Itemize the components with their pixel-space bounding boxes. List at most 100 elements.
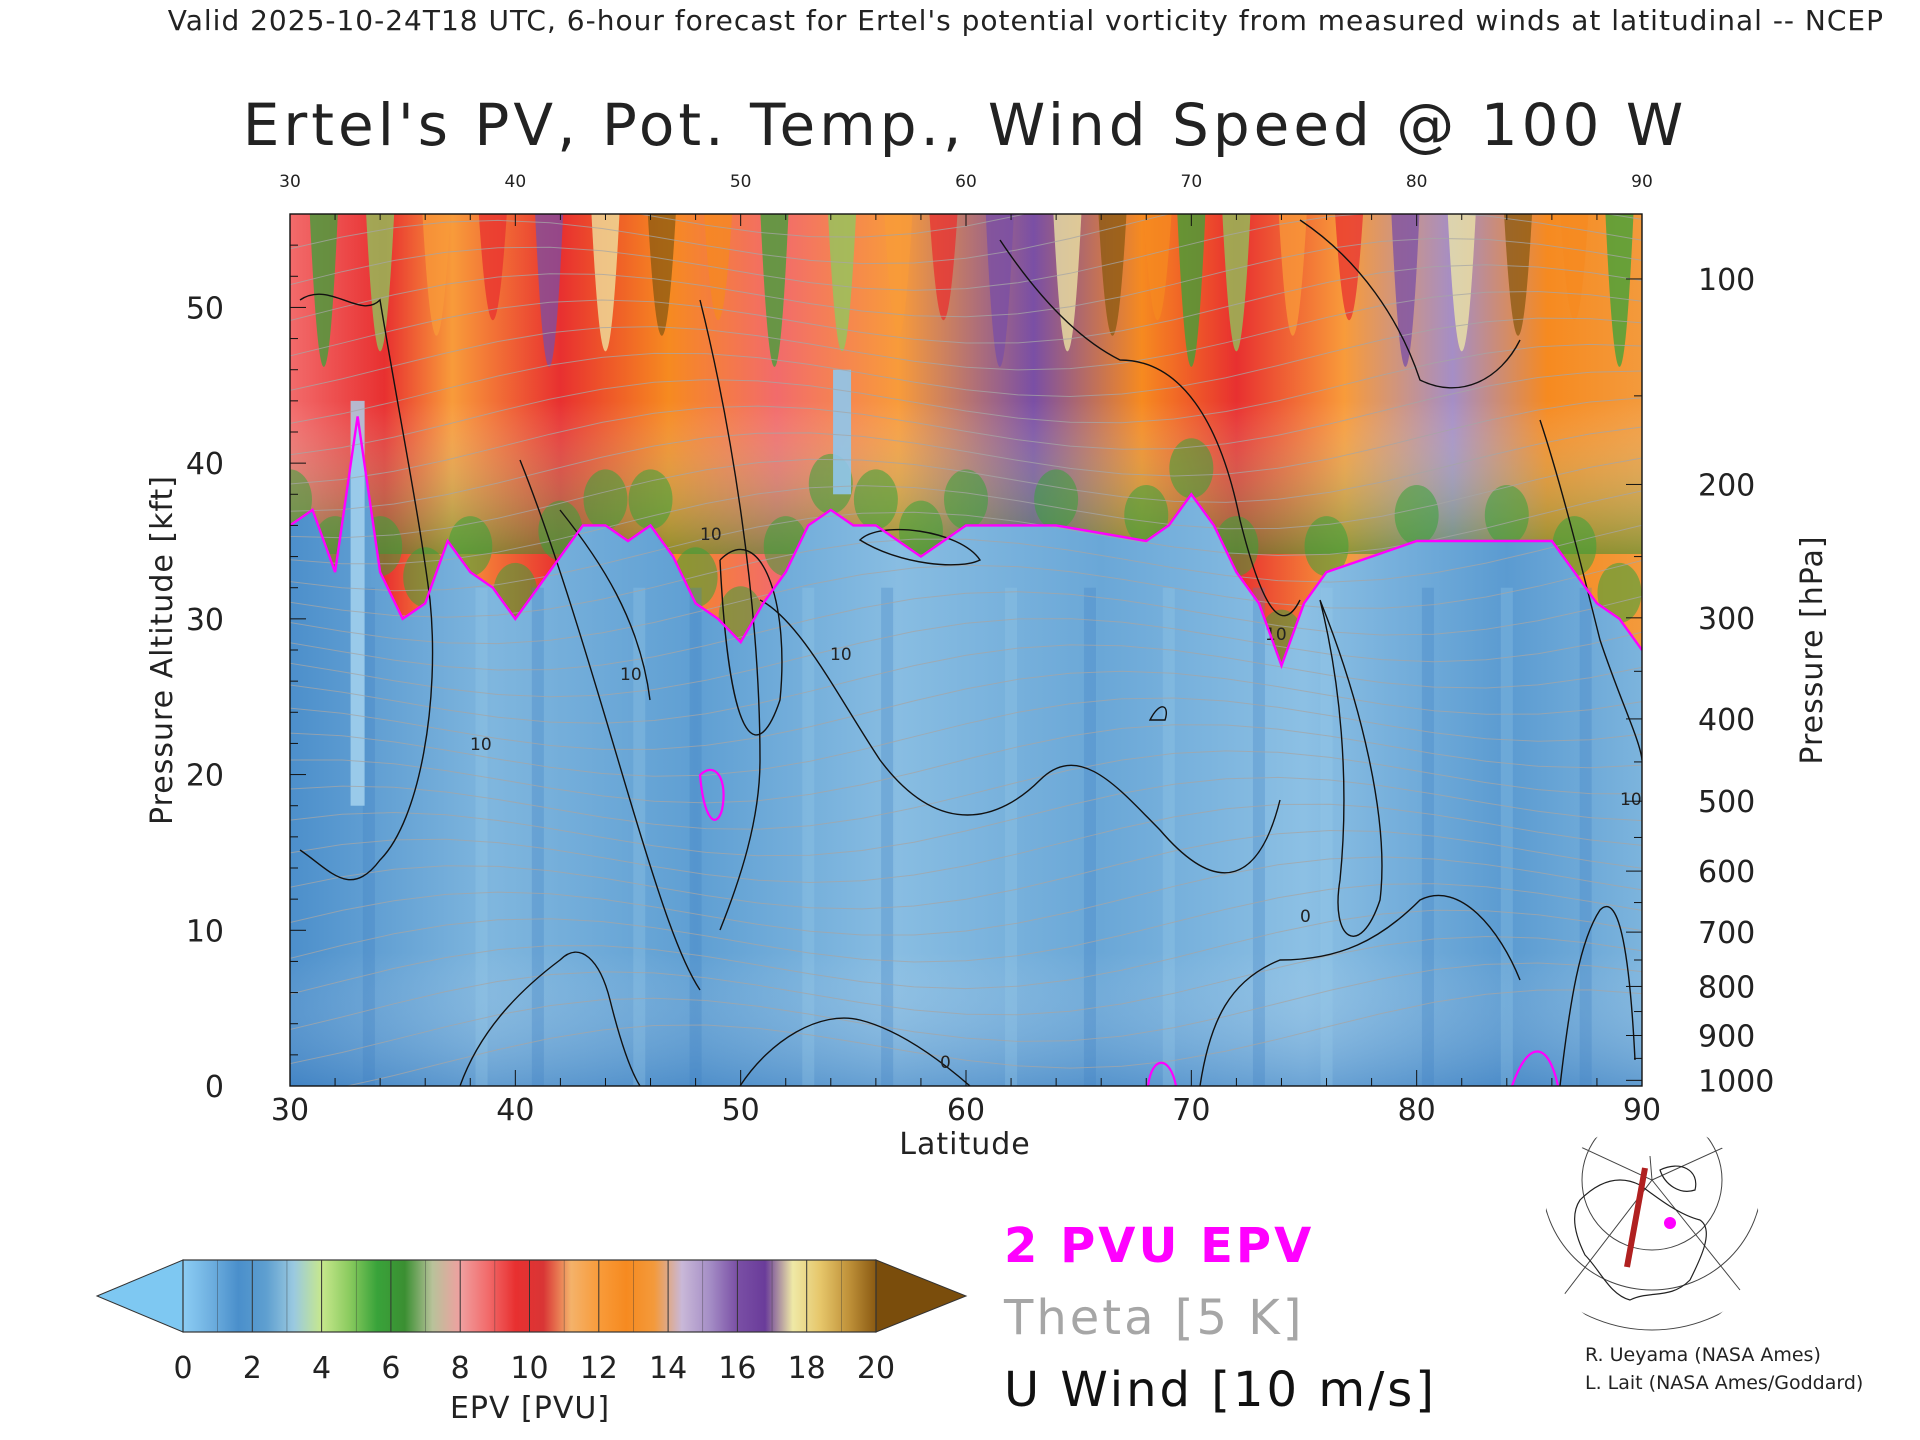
colorbar-over-triangle bbox=[875, 1259, 968, 1333]
colorbar-under-triangle bbox=[95, 1259, 184, 1333]
pressure-tick-label: 100 bbox=[1698, 263, 1755, 298]
epv-streak bbox=[1605, 214, 1634, 367]
contour-labels: 10 10 10 10 10 10 0 0 bbox=[470, 525, 1642, 1073]
x-tick-label: 40 bbox=[496, 1093, 534, 1128]
pressure-tick-label: 400 bbox=[1698, 703, 1755, 738]
wind-contour bbox=[299, 293, 434, 881]
tropo-streak bbox=[689, 587, 702, 1086]
tropo-streak bbox=[1162, 587, 1175, 1086]
epv-streak bbox=[828, 214, 857, 352]
theta-line bbox=[290, 856, 1642, 950]
epv-streak bbox=[422, 214, 451, 336]
pressure-tick-label: 900 bbox=[1698, 1020, 1755, 1055]
theta-line bbox=[290, 591, 1642, 671]
theta-line bbox=[345, 989, 1642, 1086]
x-axis-label: Latitude bbox=[899, 1127, 1030, 1162]
colorbar-tick-label: 2 bbox=[243, 1351, 262, 1386]
theta-line bbox=[290, 397, 1642, 512]
wind-contour bbox=[739, 1017, 971, 1086]
x-top-tick-label: 40 bbox=[505, 172, 527, 192]
epv-green-band bbox=[1304, 516, 1349, 577]
colorbar-frame bbox=[182, 1259, 877, 1333]
epv-streak bbox=[760, 214, 789, 367]
epv-streak bbox=[1447, 214, 1476, 352]
theta-line bbox=[290, 290, 1642, 391]
y-tick-label: 0 bbox=[205, 1070, 224, 1105]
two-pvu-contour-surface bbox=[1146, 1050, 1560, 1086]
epv-streak bbox=[591, 214, 620, 352]
tropo-streak bbox=[633, 587, 646, 1086]
epv-streak bbox=[647, 214, 676, 336]
colorbar-tick-label: 0 bbox=[173, 1351, 192, 1386]
theta-line bbox=[290, 214, 1642, 278]
theta-line bbox=[290, 644, 1642, 726]
colorbar-tick-label: 18 bbox=[788, 1351, 826, 1386]
map-meridians bbox=[1544, 1129, 1741, 1301]
colorbar-ticks: 0 2 4 6 8 10 12 14 16 18 20 bbox=[173, 1260, 895, 1386]
map-cross-section-line bbox=[1624, 1167, 1648, 1268]
stratosphere-streaks bbox=[290, 214, 1642, 670]
x-top-tick-label: 90 bbox=[1631, 172, 1653, 192]
x-axis-ticks: 30 30 40 40 50 50 60 60 70 70 80 80 90 90 bbox=[271, 172, 1661, 1128]
epv-streak bbox=[884, 214, 913, 336]
wind-contour bbox=[699, 299, 761, 931]
tropo-streak bbox=[362, 587, 375, 1086]
contour-label: 10 bbox=[620, 665, 642, 685]
colorbar-tick-label: 6 bbox=[381, 1351, 400, 1386]
epv-streak bbox=[1222, 214, 1251, 352]
epv-green-band bbox=[628, 469, 673, 530]
troposphere-shading bbox=[290, 416, 1642, 1086]
y2-axis-label: Pressure [hPa] bbox=[1795, 535, 1830, 764]
epv-streak bbox=[1053, 214, 1082, 352]
epv-streak bbox=[478, 214, 507, 321]
theta-line bbox=[290, 343, 1642, 456]
theta-line bbox=[290, 750, 1642, 838]
wind-contour bbox=[858, 528, 982, 566]
epv-streak bbox=[1504, 214, 1533, 336]
map-location-marker bbox=[1664, 1217, 1676, 1229]
y-tick-label: 20 bbox=[186, 759, 224, 794]
map-latitude-circle bbox=[1544, 1122, 1760, 1331]
theta-line bbox=[290, 883, 1642, 978]
epv-streak bbox=[535, 214, 564, 367]
x-tick-label: 90 bbox=[1623, 1093, 1661, 1128]
wind-contour bbox=[1299, 219, 1521, 389]
header: Valid 2025-10-24T18 UTC, 6-hour forecast… bbox=[168, 4, 1884, 37]
epv-streak bbox=[366, 214, 395, 352]
tropo-streak bbox=[1083, 587, 1096, 1086]
epv-green-band bbox=[1034, 469, 1079, 530]
plot-area: 10 10 10 10 10 10 0 0 bbox=[290, 214, 1642, 1086]
legend: 2 PVU EPV Theta [5 K] U Wind [10 m/s] bbox=[1003, 1218, 1434, 1418]
pressure-tick-label: 1000 bbox=[1698, 1064, 1774, 1099]
contour-label: 0 bbox=[1300, 907, 1311, 927]
x-top-tick-label: 60 bbox=[955, 172, 977, 192]
colorbar-tick-label: 16 bbox=[718, 1351, 756, 1386]
colorbar-tick-label: 4 bbox=[312, 1351, 331, 1386]
epv-streak bbox=[929, 214, 958, 321]
wind-contour bbox=[459, 951, 641, 1086]
x-tick-label: 60 bbox=[947, 1093, 985, 1128]
two-pvu-contour-inner bbox=[698, 768, 725, 821]
right-axis-ticks: 100 200 300 400 500 600 700 800 900 1000 bbox=[1626, 263, 1774, 1099]
colorbar-tick-label: 8 bbox=[451, 1351, 470, 1386]
epv-green-band bbox=[583, 469, 628, 530]
theta-line bbox=[290, 776, 1642, 866]
contour-label: 10 bbox=[470, 735, 492, 755]
tropo-streak bbox=[531, 587, 544, 1086]
theta-line bbox=[290, 426, 1642, 539]
epv-streak bbox=[1278, 214, 1307, 336]
tropo-streak bbox=[1500, 587, 1513, 1086]
pressure-tick-label: 800 bbox=[1698, 970, 1755, 1005]
wind-contour bbox=[559, 509, 651, 701]
theta-line bbox=[290, 803, 1642, 894]
epv-streak bbox=[1143, 214, 1172, 321]
legend-theta-label: Theta [5 K] bbox=[1003, 1290, 1305, 1346]
epv-green-band bbox=[1394, 485, 1439, 545]
contour-label: 10 bbox=[1620, 790, 1642, 810]
x-tick-label: 80 bbox=[1398, 1093, 1436, 1128]
theta-line bbox=[290, 618, 1642, 698]
tropo-streak bbox=[475, 587, 488, 1086]
theta-line bbox=[290, 457, 1642, 565]
tropo-streak bbox=[802, 587, 815, 1086]
tropo-streak bbox=[1252, 587, 1265, 1086]
